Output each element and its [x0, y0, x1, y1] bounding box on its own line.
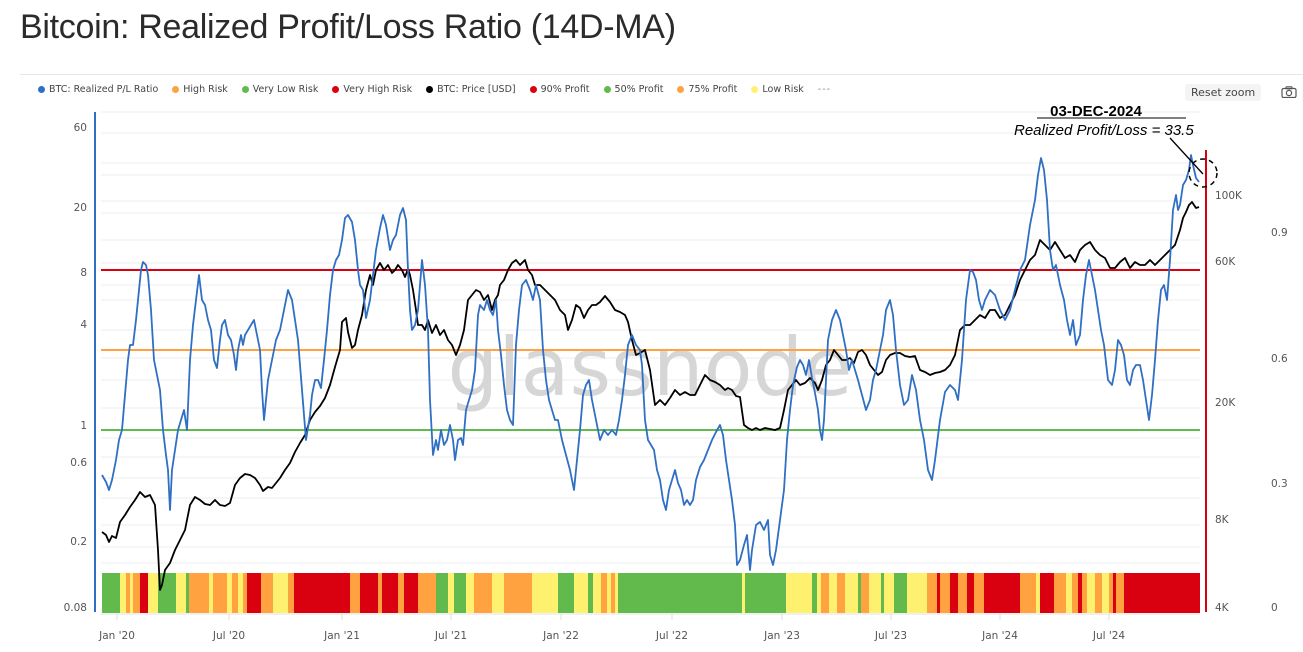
svg-text:4K: 4K — [1215, 602, 1230, 614]
right-band-axis-ticks: 0.9 0.6 0.3 0 — [1271, 227, 1288, 614]
chart-legend: BTC: Realized P/L Ratio High Risk Very L… — [38, 84, 831, 95]
legend-dot-icon — [332, 86, 340, 93]
pl-ratio-line — [101, 154, 1200, 571]
svg-text:8: 8 — [80, 267, 87, 279]
svg-text:60K: 60K — [1215, 256, 1236, 268]
svg-text:0: 0 — [1271, 602, 1278, 614]
svg-text:0.2: 0.2 — [70, 536, 87, 548]
annotation-dec-2024: 03-DEC-2024 Realized Profit/Loss = 33.5 — [1014, 103, 1218, 188]
svg-text:03-DEC-2024: 03-DEC-2024 — [1050, 103, 1142, 120]
legend-item-90-profit[interactable]: 90% Profit — [529, 84, 590, 95]
camera-icon[interactable] — [1281, 86, 1297, 98]
svg-text:20: 20 — [74, 202, 87, 214]
legend-label: Low Risk — [762, 84, 804, 95]
btc-price-line — [101, 201, 1200, 591]
svg-text:Jan '24: Jan '24 — [981, 630, 1018, 642]
legend-item-btc-price[interactable]: BTC: Price [USD] — [426, 84, 516, 95]
legend-dot-icon — [172, 86, 180, 93]
legend-item-50-profit[interactable]: 50% Profit — [603, 84, 664, 95]
legend-item-pl-ratio[interactable]: BTC: Realized P/L Ratio — [38, 84, 158, 95]
legend-item-low-risk[interactable]: Low Risk — [751, 84, 804, 95]
legend-dot-icon — [38, 86, 45, 93]
svg-text:8K: 8K — [1215, 514, 1230, 526]
svg-text:4: 4 — [80, 319, 87, 331]
legend-item-very-high-risk[interactable]: Very High Risk — [332, 84, 412, 95]
reset-zoom-button[interactable]: Reset zoom — [1185, 84, 1262, 101]
legend-label: Very High Risk — [343, 84, 413, 95]
gridlines — [101, 111, 1200, 564]
svg-text:0.08: 0.08 — [64, 602, 87, 614]
svg-text:0.6: 0.6 — [1271, 353, 1288, 365]
legend-label: High Risk — [183, 84, 228, 95]
legend-label: Very Low Risk — [252, 84, 319, 95]
svg-text:Jul '20: Jul '20 — [212, 630, 245, 642]
legend-label: BTC: Realized P/L Ratio — [49, 84, 159, 95]
svg-text:Jan '23: Jan '23 — [763, 630, 800, 642]
risk-band — [102, 573, 1200, 613]
legend-label: 50% Profit — [614, 84, 664, 95]
legend-more-button[interactable]: --- — [817, 84, 832, 95]
svg-text:60: 60 — [74, 122, 87, 134]
svg-text:Jan '21: Jan '21 — [323, 630, 360, 642]
svg-text:Jul '22: Jul '22 — [655, 630, 688, 642]
svg-text:Jan '22: Jan '22 — [542, 630, 579, 642]
legend-dot-icon — [241, 86, 249, 93]
svg-text:0.9: 0.9 — [1271, 227, 1288, 239]
legend-item-very-low-risk[interactable]: Very Low Risk — [241, 84, 319, 95]
svg-text:0.3: 0.3 — [1271, 478, 1288, 490]
legend-dot-icon — [603, 86, 611, 93]
svg-text:Realized Profit/Loss = 33.5: Realized Profit/Loss = 33.5 — [1014, 122, 1194, 139]
svg-text:0.6: 0.6 — [70, 457, 87, 469]
legend-label: 90% Profit — [540, 84, 590, 95]
chart-container — [20, 74, 1303, 652]
legend-label: BTC: Price [USD] — [437, 84, 516, 95]
svg-text:20K: 20K — [1215, 397, 1236, 409]
page-title: Bitcoin: Realized Profit/Loss Ratio (14D… — [20, 8, 676, 46]
left-axis-ticks: 60 20 8 4 1 0.6 0.2 0.08 — [64, 122, 88, 614]
x-axis-labels: Jan '20 Jul '20 Jan '21 Jul '21 Jan '22 … — [98, 630, 1125, 642]
svg-text:Jul '24: Jul '24 — [1092, 630, 1126, 642]
legend-dot-icon — [751, 86, 759, 93]
x-axis-ticks — [116, 614, 1110, 620]
svg-text:Jul '21: Jul '21 — [434, 630, 467, 642]
svg-text:Jan '20: Jan '20 — [98, 630, 135, 642]
legend-dot-icon — [426, 86, 434, 93]
legend-item-75-profit[interactable]: 75% Profit — [677, 84, 737, 95]
legend-dot-icon — [529, 86, 537, 93]
svg-text:Jul '23: Jul '23 — [874, 630, 907, 642]
legend-dot-icon — [677, 86, 685, 93]
svg-text:100K: 100K — [1215, 190, 1243, 202]
legend-label: 75% Profit — [688, 84, 738, 95]
legend-item-high-risk[interactable]: High Risk — [172, 84, 228, 95]
svg-text:1: 1 — [80, 420, 87, 432]
right-price-axis-ticks: 100K 60K 20K 8K 4K — [1215, 190, 1243, 614]
